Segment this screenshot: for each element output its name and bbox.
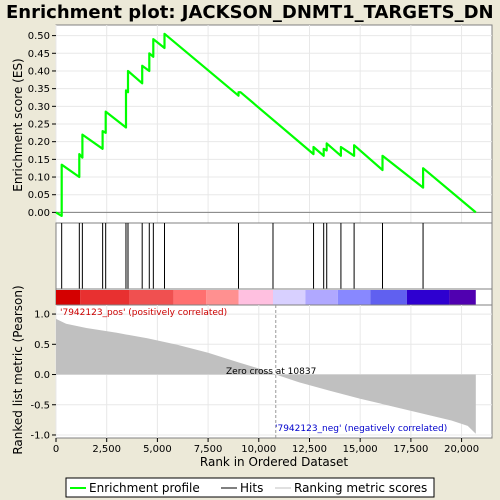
negative-label: '7942123_neg' (negatively correlated) — [275, 424, 447, 434]
ranking-metric-area — [56, 318, 476, 434]
es-y-axis: 0.00 0.05 0.10 0.15 0.20 0.25 0.30 0.35 0.40 0.45… — [28, 31, 56, 219]
metric-y-tick-label: -0.5 — [30, 400, 50, 411]
x-tick-label: 12,500 — [292, 444, 327, 455]
heatmap-segment — [80, 290, 130, 305]
x-axis: 0 2,500 5,000 7,500 10,000 12,500 15,000 17,500… — [53, 438, 479, 455]
metric-y-axis: 1.0 0.5 0.0 -0.5 -1.0 — [30, 310, 56, 441]
heatmap-segment — [272, 290, 306, 305]
legend-hits-label: Hits — [240, 481, 263, 495]
legend-metric-label: Ranking metric scores — [294, 481, 427, 495]
hits-group — [61, 223, 424, 289]
x-tick-label: 15,000 — [343, 444, 378, 455]
metric-y-tick-label: 1.0 — [34, 310, 50, 321]
heatmap-segment — [206, 290, 239, 305]
metric-y-tick-label: -1.0 — [30, 430, 50, 441]
x-tick-label: 7,500 — [194, 444, 223, 455]
es-y-tick-label: 0.35 — [28, 84, 50, 95]
x-tick-label: 2,500 — [92, 444, 121, 455]
es-y-tick-label: 0.15 — [28, 155, 50, 166]
x-axis-label: Rank in Ordered Dataset — [200, 455, 348, 469]
es-y-tick-label: 0.45 — [28, 49, 50, 60]
es-y-axis-label: Enrichment score (ES) — [11, 58, 25, 191]
es-y-tick-label: 0.50 — [28, 31, 50, 42]
heatmap-segment — [337, 290, 371, 305]
es-y-tick-label: 0.30 — [28, 102, 50, 113]
heatmap-segment — [173, 290, 207, 305]
x-tick-label: 10,000 — [241, 444, 276, 455]
heatmap-segment — [238, 290, 273, 305]
metric-y-axis-label: Ranked list metric (Pearson) — [11, 285, 25, 454]
heatmap-segment — [406, 290, 450, 305]
x-tick-label: 5,000 — [143, 444, 172, 455]
es-y-tick-label: 0.25 — [28, 120, 50, 131]
legend-box — [65, 477, 435, 498]
x-tick-label: 20,000 — [444, 444, 479, 455]
es-y-tick-label: 0.40 — [28, 66, 50, 77]
heatmap-segment — [370, 290, 407, 305]
legend-enrichment-label: Enrichment profile — [89, 481, 200, 495]
es-y-tick-label: 0.05 — [28, 190, 50, 201]
metric-area-group — [56, 318, 476, 434]
zero-cross-label: Zero cross at 10837 — [226, 367, 316, 377]
heatmap-segment — [129, 290, 174, 305]
chart-title: Enrichment plot: JACKSON_DNMT1_TARGETS_D… — [6, 2, 494, 23]
heatmap-segment — [56, 290, 81, 305]
heatmap-segment — [449, 290, 476, 305]
heatmap-bar — [56, 290, 476, 305]
x-tick-label: 17,500 — [393, 444, 428, 455]
heatmap-segment — [305, 290, 338, 305]
es-line-group — [55, 32, 477, 217]
metric-y-tick-label: 0.5 — [34, 340, 50, 351]
positive-label: '7942123_pos' (positively correlated) — [60, 308, 227, 318]
hits-panel — [55, 222, 493, 290]
enrichment-profile-line — [55, 32, 477, 217]
es-y-tick-label: 0.00 — [28, 208, 50, 219]
metric-y-tick-label: 0.0 — [34, 370, 50, 381]
es-y-tick-label: 0.10 — [28, 173, 50, 184]
es-y-tick-label: 0.20 — [28, 137, 50, 148]
x-tick-label: 0 — [53, 444, 59, 455]
